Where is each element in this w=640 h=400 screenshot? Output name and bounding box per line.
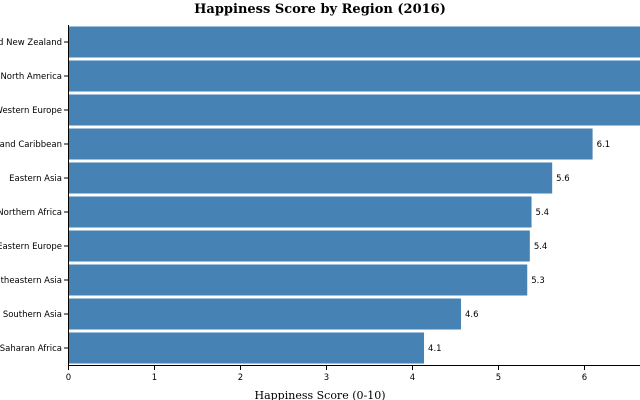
category-label: Sub-Saharan Africa	[0, 344, 62, 354]
chart-title: Happiness Score by Region (2016)	[194, 2, 446, 17]
x-axis-title: Happiness Score (0-10)	[254, 389, 385, 400]
x-tick-label: 2	[238, 373, 243, 383]
data-label: 5.3	[531, 276, 545, 286]
bars-group: 7.37.36.76.15.65.45.45.34.64.1	[68, 26, 640, 364]
category-label: Central and Eastern Europe	[0, 242, 62, 252]
bar	[68, 26, 640, 58]
x-tick-label: 4	[410, 373, 415, 383]
x-tick-label: 5	[496, 373, 501, 383]
data-label: 5.4	[536, 208, 550, 218]
bar	[68, 230, 530, 262]
bar	[68, 60, 640, 92]
category-label: Western Europe	[0, 106, 62, 116]
bar	[68, 332, 425, 364]
x-tick-label: 1	[152, 373, 157, 383]
category-label: Latin America and Caribbean	[0, 140, 62, 150]
category-labels: Australia and New Zealand North America We…	[0, 38, 68, 354]
data-label: 5.4	[534, 242, 548, 252]
bar	[68, 94, 640, 126]
data-label: 4.6	[465, 310, 479, 320]
category-label: Eastern Asia	[9, 174, 62, 184]
category-label: Australia and New Zealand	[0, 38, 62, 48]
category-label: Southern Asia	[3, 310, 62, 320]
bar	[68, 128, 593, 160]
bar	[68, 298, 462, 330]
category-label: Middle East and Northern Africa	[0, 208, 62, 218]
x-tick-label: 6	[582, 373, 587, 383]
x-axis: 0 1 2 3 4 5 6	[66, 365, 640, 383]
category-label: North America	[0, 72, 62, 82]
data-label: 6.1	[597, 140, 611, 150]
bar	[68, 196, 532, 228]
bar	[68, 162, 553, 194]
x-tick-label: 0	[66, 373, 71, 383]
x-tick-label: 3	[324, 373, 329, 383]
data-label: 4.1	[428, 344, 442, 354]
bar	[68, 264, 528, 296]
category-label: Southeastern Asia	[0, 276, 62, 286]
data-label: 5.6	[556, 174, 570, 184]
